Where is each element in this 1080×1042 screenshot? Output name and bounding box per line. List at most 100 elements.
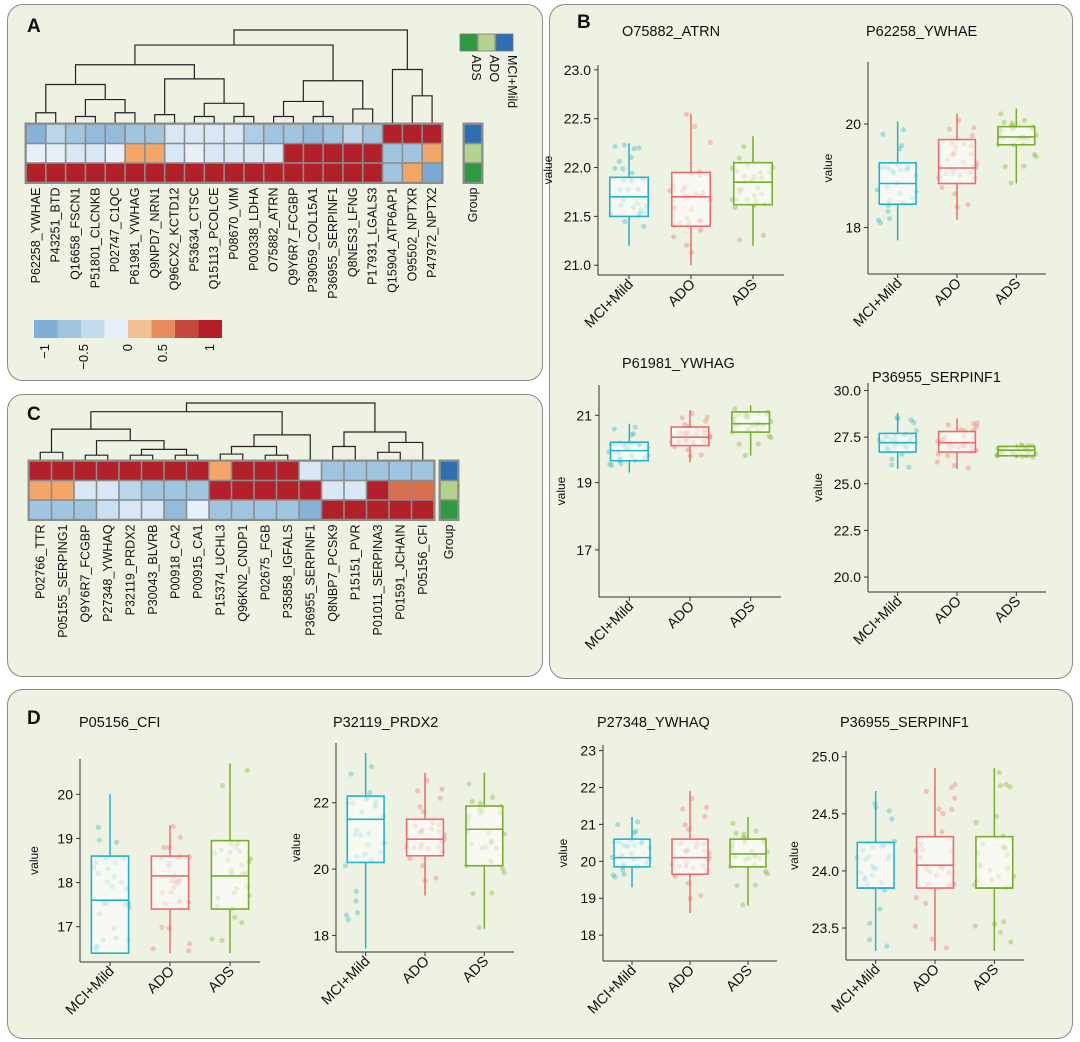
data-point [632,424,638,430]
data-point [96,837,102,843]
data-point [972,923,978,929]
heatmap-cell [125,163,145,182]
y-tick-label: 22 [313,795,329,811]
data-point [703,804,710,810]
heatmap-cell [187,500,209,519]
heatmap-cell [299,500,321,519]
x-tick-label: MCI+Mild [851,276,906,331]
heatmap-cell [224,144,244,163]
dendrogram-branch [391,68,423,124]
heatmap-c: P02766_TTR P05155_SERPING1 Q9Y6R7_FCGBP P27… [27,402,460,638]
x-tick-label: MCI+Mild [585,963,640,1018]
colorbar-swatch [198,320,222,338]
data-point [886,215,893,222]
heatmap-cell [26,163,46,182]
data-point [867,937,873,943]
data-point [186,948,192,954]
data-point [353,898,359,904]
y-tick-label: 23.0 [564,62,591,78]
panel-a [7,4,543,381]
heatmap-cell [74,461,96,480]
heatmap-cell [254,461,276,480]
heatmap-cell [106,163,125,182]
heatmap-cell [322,481,344,500]
data-point [685,447,691,453]
data-point [439,786,445,792]
y-tick-label: 22 [580,779,596,795]
data-point [889,456,895,462]
column-label: Q8NBP7_PCSK9 [326,524,340,621]
column-label: P53634_CTSC [187,188,201,272]
heatmap-cell [52,461,74,480]
chart-title: P27348_YWHAQ [597,715,710,731]
column-label: Q15113_PCOLCE [207,188,221,290]
heatmap-cell [383,124,402,143]
dendrogram-branch [114,112,136,124]
y-tick-label: 17 [576,542,592,558]
data-point [733,830,739,836]
data-point [737,237,743,243]
dendrogram-branch [84,98,126,117]
data-point [736,155,742,161]
x-tick-label: ADS [992,276,1024,308]
heatmap-cell [383,163,402,182]
data-point [939,185,945,191]
heatmap-cell [106,144,125,163]
data-point [886,808,892,814]
data-point [367,789,373,796]
data-point [407,855,413,862]
data-point [499,866,506,872]
heatmap-cell [343,124,362,143]
x-tick-label: MCI+Mild [582,277,637,332]
y-tick-label: 30.0 [834,382,861,398]
data-point [209,936,215,942]
heatmap-cell [367,500,389,519]
x-tick-label: ADO [664,963,698,997]
heatmap-cell [343,163,362,182]
data-point [974,420,980,426]
heatmap-a-column-labels: P62258_YWHAE P43251_BTD Q16658_FSCN1 P51801… [29,187,439,299]
heatmap-cell [299,481,321,500]
heatmap-c-dendrogram [39,402,424,461]
data-point [889,816,895,822]
colorbar-tick: 0.5 [155,344,170,362]
data-point [741,143,747,150]
data-point [768,434,774,441]
dendrogram-branch [282,100,324,117]
heatmap-cell [66,144,85,163]
heatmap-cell [185,163,204,182]
heatmap-cell [367,461,389,480]
x-tick-label: MCI+Mild [582,599,637,654]
column-label: Q9Y6R7_FCGBP [78,525,92,623]
y-axis-label: value [821,153,835,182]
dendrogram-branch [411,95,433,124]
heatmap-cell [209,461,231,480]
colorbar-swatch [57,320,81,338]
data-point [698,227,704,233]
data-point [612,143,618,149]
y-tick-label: 22.5 [564,111,591,127]
chart-title: P05156_CFI [79,715,160,731]
data-point [952,781,958,788]
data-point [469,798,475,805]
heatmap-cell [142,461,164,480]
column-label: P15151_PVR [348,525,362,601]
box [613,838,651,868]
box [731,411,771,433]
data-point [1001,919,1007,925]
box [975,835,1014,889]
y-axis-label: value [289,833,303,862]
heatmap-cell [304,144,323,163]
heatmap-cell [165,144,184,163]
data-point [629,170,635,176]
data-point [618,460,624,467]
data-point [150,946,156,952]
colorbar-swatch [34,320,58,338]
data-point [1007,784,1013,790]
heatmap-cell [74,481,96,500]
y-tick-label: 21.5 [564,208,591,224]
data-point [952,795,958,801]
heatmap-cell [284,144,303,163]
data-point [630,430,637,437]
colorbar-swatch [128,320,152,338]
